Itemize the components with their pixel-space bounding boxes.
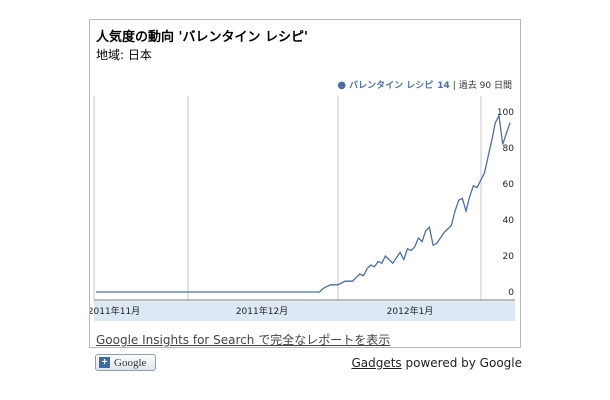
powered-by-text: powered by Google [401,356,523,370]
legend: ● バレンタイン レシピ 14 | 過去 90 日間 [337,78,512,91]
insights-widget: 人気度の動向 'バレンタイン レシピ' 地域: 日本 ● バレンタイン レシピ 14… [89,19,521,348]
full-report-link[interactable]: Google Insights for Search で完全なレポートを表示 [96,333,391,347]
series-line [96,113,511,293]
y-tick-label: 100 [497,108,514,118]
x-tick-label: 2012年1月 [387,305,434,317]
google-badge-label: Google [114,356,147,369]
legend-series-name: バレンタイン レシピ [349,81,434,91]
chart-title: 人気度の動向 'バレンタイン レシピ' [96,30,309,45]
plus-icon: + [99,357,110,368]
legend-time-range: 過去 90 日間 [458,81,512,91]
y-tick-label: 40 [503,216,515,226]
legend-dot-icon: ● [337,80,347,91]
y-tick-label: 0 [508,288,514,298]
legend-separator: | [452,81,456,91]
gadgets-credit: Gadgets powered by Google [351,356,522,370]
y-tick-label: 20 [503,252,515,262]
region-label: 地域: 日本 [96,48,152,62]
legend-series-value: 14 [437,81,450,91]
add-to-google-button[interactable]: + Google [95,354,156,371]
x-tick-label: 2011年12月 [236,305,288,317]
x-tick-label: 2011年11月 [90,305,140,317]
gadgets-link[interactable]: Gadgets [351,356,402,370]
y-tick-label: 60 [503,180,515,190]
y-tick-label: 80 [503,144,515,154]
x-axis-band [94,301,515,321]
trend-chart: 100 80 60 40 20 0 2011年11月 2011年12月 2012年1月 [90,96,515,321]
